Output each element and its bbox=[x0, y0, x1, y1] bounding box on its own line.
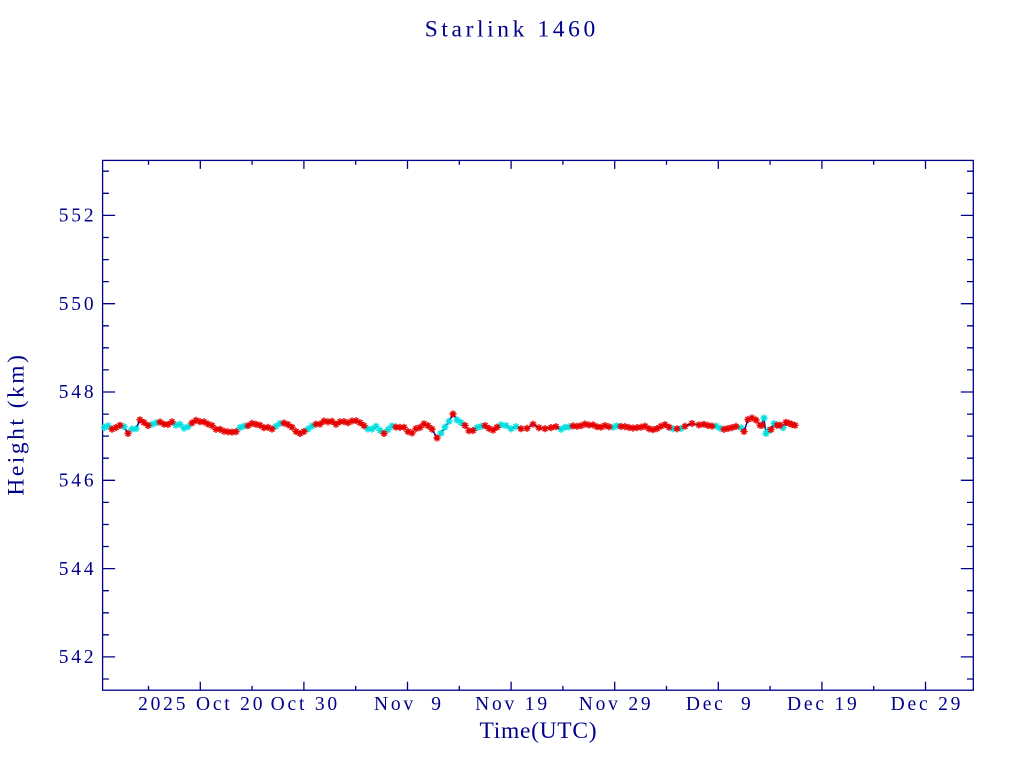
svg-text:Time(UTC): Time(UTC) bbox=[480, 718, 598, 744]
svg-text:Nov 29: Nov 29 bbox=[579, 694, 654, 715]
svg-text:Oct 30: Oct 30 bbox=[271, 694, 340, 715]
svg-text:550: 550 bbox=[59, 294, 97, 315]
svg-text:2025 Oct 20: 2025 Oct 20 bbox=[138, 694, 265, 715]
svg-text:Height (km): Height (km) bbox=[4, 353, 30, 496]
svg-text:552: 552 bbox=[59, 206, 97, 227]
svg-text:Dec 29: Dec 29 bbox=[891, 694, 964, 715]
svg-text:544: 544 bbox=[59, 559, 97, 580]
svg-text:548: 548 bbox=[59, 382, 97, 403]
svg-text:Nov 19: Nov 19 bbox=[475, 694, 550, 715]
svg-text:542: 542 bbox=[59, 647, 97, 668]
svg-text:Nov 9: Nov 9 bbox=[374, 694, 444, 715]
svg-text:Dec 19: Dec 19 bbox=[787, 694, 860, 715]
svg-text:Dec 9: Dec 9 bbox=[686, 694, 754, 715]
svg-text:Starlink 1460: Starlink 1460 bbox=[425, 16, 599, 42]
svg-text:546: 546 bbox=[59, 471, 97, 492]
